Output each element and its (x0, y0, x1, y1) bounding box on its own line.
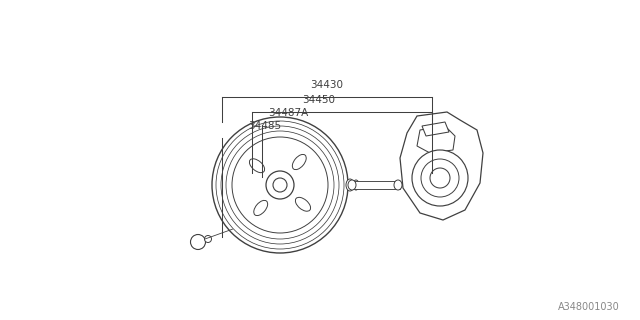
Ellipse shape (348, 180, 356, 190)
Ellipse shape (254, 200, 268, 216)
Circle shape (430, 168, 450, 188)
Ellipse shape (394, 180, 402, 190)
Ellipse shape (250, 159, 264, 173)
Polygon shape (422, 122, 449, 136)
Polygon shape (417, 126, 455, 153)
Circle shape (191, 235, 205, 250)
Polygon shape (350, 181, 400, 189)
Ellipse shape (296, 197, 310, 211)
Text: 34450: 34450 (302, 95, 335, 105)
Circle shape (212, 117, 348, 253)
Ellipse shape (292, 155, 306, 170)
Text: 34485: 34485 (248, 121, 281, 131)
Circle shape (205, 236, 211, 243)
Circle shape (232, 137, 328, 233)
Text: 34430: 34430 (310, 80, 343, 90)
Polygon shape (400, 112, 483, 220)
Circle shape (273, 178, 287, 192)
Text: 34487A: 34487A (268, 108, 308, 118)
Circle shape (421, 159, 459, 197)
Circle shape (412, 150, 468, 206)
Text: A348001030: A348001030 (558, 302, 620, 312)
Ellipse shape (346, 179, 354, 191)
Circle shape (266, 171, 294, 199)
Ellipse shape (353, 180, 359, 190)
